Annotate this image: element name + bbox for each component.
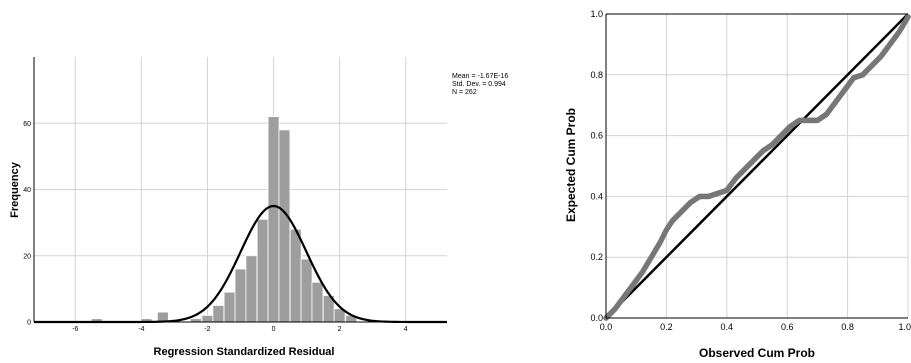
pp-y-tick-labels: 0.0 0.2 0.4 0.6 0.8 1.0 [590, 9, 603, 323]
histogram-x-axis-title: Regression Standardized Residual [154, 346, 335, 358]
histogram-x-tick-label: -2 [204, 326, 210, 333]
histogram-bar [289, 228, 302, 323]
pp-y-tick-label: 0.6 [590, 131, 603, 141]
stats-n: N = 262 [452, 89, 477, 96]
histogram-y-tick-labels: 0 20 40 60 [23, 121, 31, 327]
pp-plot-axes [605, 13, 908, 319]
histogram-x-tick-label: -4 [138, 326, 144, 333]
histogram-x-tick-label: 4 [404, 326, 408, 333]
histogram-y-tick-label: 60 [23, 121, 31, 128]
histogram-axes [33, 57, 447, 323]
pp-point [905, 14, 911, 20]
pp-plot-chart: 0.0 0.2 0.4 0.6 0.8 1.0 0.0 0.2 0.4 0.6 0.8 1.0 Ob… [564, 9, 911, 360]
pp-x-axis-title: Observed Cum Prob [699, 346, 815, 360]
pp-x-tick-label: 1.0 [898, 322, 911, 332]
pp-y-tick-label: 1.0 [590, 9, 603, 19]
pp-x-tick-label: 0.6 [781, 322, 794, 332]
pp-plot-points [603, 14, 911, 321]
stats-mean: Mean = -1.67E-16 [452, 73, 508, 80]
histogram-chart: -6 -4 -2 0 2 4 0 20 40 60 Regression Standardize… [9, 57, 508, 358]
pp-x-tick-label: 0.8 [841, 322, 854, 332]
histogram-bar [212, 305, 225, 323]
histogram-y-tick-label: 0 [27, 320, 31, 327]
pp-x-tick-label: 0.0 [600, 322, 613, 332]
stats-box: Mean = -1.67E-16 Std. Dev. = 0.994 N = 2… [452, 73, 508, 96]
pp-x-tick-label: 0.4 [721, 322, 734, 332]
histogram-y-axis-title: Frequency [9, 161, 21, 218]
histogram-bar [223, 291, 236, 323]
pp-x-tick-label: 0.2 [660, 322, 673, 332]
pp-y-tick-label: 0.0 [590, 313, 603, 323]
histogram-bar [278, 129, 291, 323]
histogram-x-tick-labels: -6 -4 -2 0 2 4 [72, 326, 408, 333]
histogram-bar [245, 255, 258, 323]
histogram-bar [311, 281, 324, 323]
histogram-x-tick-label: 2 [338, 326, 342, 333]
stats-std-dev: Std. Dev. = 0.994 [452, 81, 506, 88]
histogram-bar [267, 116, 280, 323]
pp-x-tick-labels: 0.0 0.2 0.4 0.6 0.8 1.0 [600, 322, 911, 332]
pp-y-tick-label: 0.8 [590, 70, 603, 80]
histogram-bars [90, 116, 358, 323]
histogram-y-tick-label: 40 [23, 187, 31, 194]
histogram-x-tick-label: -6 [72, 326, 78, 333]
pp-y-axis-title: Expected Cum Prob [564, 108, 578, 222]
pp-y-tick-label: 0.4 [590, 191, 603, 201]
histogram-x-tick-label: 0 [272, 326, 276, 333]
histogram-y-tick-label: 20 [23, 253, 31, 260]
histogram-bar [300, 258, 313, 323]
histogram-bar [256, 218, 269, 323]
histogram-bar [234, 268, 247, 323]
pp-y-tick-label: 0.2 [590, 252, 603, 262]
pp-reference-line [605, 13, 909, 319]
histogram-bar [201, 314, 214, 323]
